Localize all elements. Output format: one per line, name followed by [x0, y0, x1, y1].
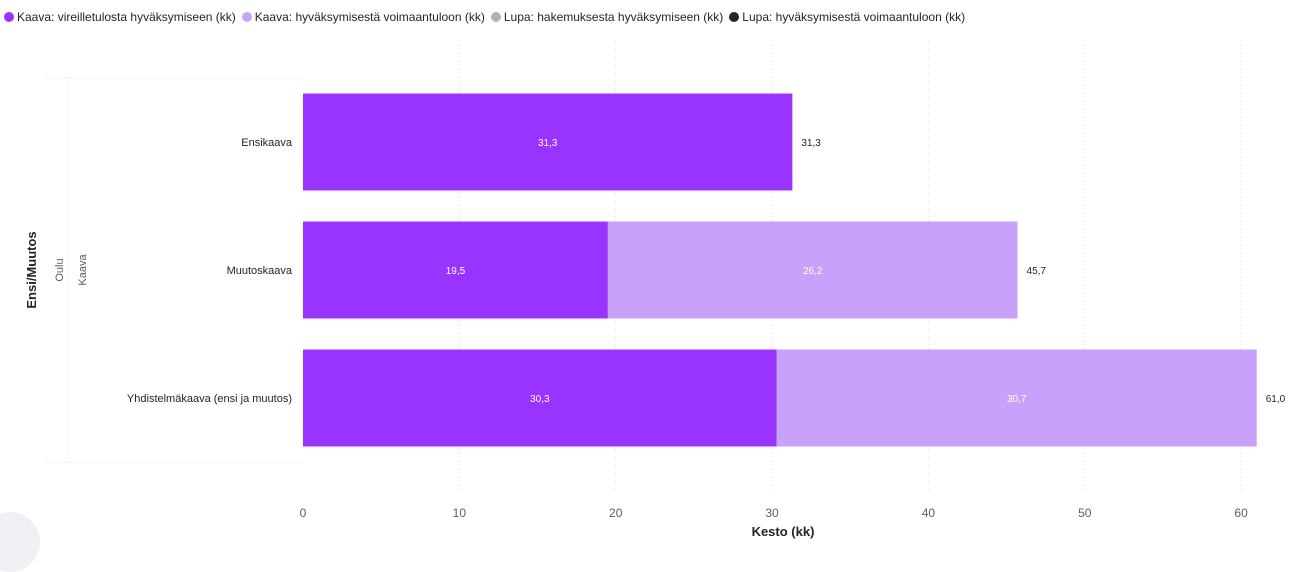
x-tick-label: 30 — [765, 506, 779, 520]
data-label: 30,7 — [1007, 394, 1027, 405]
x-tick-label: 20 — [609, 506, 623, 520]
hierarchy-label-kaava: Kaava — [77, 254, 89, 286]
bar-segment — [303, 93, 793, 191]
legend-label: Lupa: hyväksymisestä voimaantuloon (kk) — [742, 10, 966, 24]
x-tick-label: 50 — [1078, 506, 1092, 520]
bar-segment — [776, 349, 1257, 447]
x-axis-title: Kesto (kk) — [752, 524, 815, 539]
total-label: 31,3 — [801, 138, 821, 149]
category-label: Yhdistelmäkaava (ensi ja muutos) — [127, 393, 292, 405]
category-label: Ensikaava — [241, 137, 293, 149]
total-label: 45,7 — [1027, 266, 1047, 277]
bar-segment — [303, 221, 608, 319]
legend-marker-icon — [4, 12, 14, 22]
x-tick-label: 60 — [1234, 506, 1248, 520]
bar-segment — [303, 349, 777, 447]
legend-marker-icon — [241, 12, 252, 22]
legend: Kaava: vireilletulosta hyväksymiseen (kk… — [4, 8, 971, 26]
legend-item[interactable]: Kaava: hyväksymisestä voimaantuloon (kk) — [241, 10, 485, 24]
x-tick-label: 40 — [922, 506, 936, 520]
category-label: Muutoskaava — [227, 265, 293, 277]
bar-chart: Ensi/Muutos Oulu Kaava Ensikaava 31,3 31,3 Muu… — [24, 40, 1286, 539]
x-tick-label: 0 — [300, 506, 307, 520]
data-label: 19,5 — [446, 266, 466, 277]
legend-label: Kaava: vireilletulosta hyväksymiseen (kk… — [17, 10, 236, 24]
legend-marker-icon — [729, 12, 740, 22]
total-label: 61,0 — [1266, 394, 1286, 405]
legend-label: Lupa: hakemuksesta hyväksymiseen (kk) — [503, 10, 724, 24]
legend-item[interactable]: Kaava: vireilletulosta hyväksymiseen (kk… — [4, 10, 236, 24]
legend-marker-icon — [490, 12, 501, 22]
bar-segment — [607, 221, 1018, 319]
legend-item[interactable]: Lupa: hakemuksesta hyväksymiseen (kk) — [490, 10, 724, 24]
x-tick-label: 10 — [453, 506, 467, 520]
hierarchy-label-oulu: Oulu — [54, 258, 66, 281]
data-label: 30,3 — [530, 394, 550, 405]
legend-label: Kaava: hyväksymisestä voimaantuloon (kk) — [254, 10, 485, 24]
data-label: 31,3 — [538, 138, 558, 149]
data-label: 26,2 — [803, 266, 823, 277]
legend-item[interactable]: Lupa: hyväksymisestä voimaantuloon (kk) — [729, 10, 965, 24]
y-axis-title: Ensi/Muutos — [24, 231, 39, 308]
